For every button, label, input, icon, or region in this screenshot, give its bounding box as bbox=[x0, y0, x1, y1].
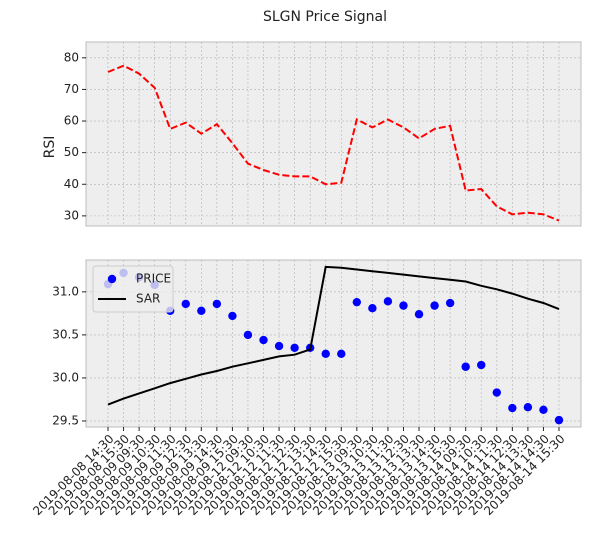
y-tick-label: 31.0 bbox=[52, 284, 79, 298]
price-point bbox=[508, 403, 517, 413]
plot-area bbox=[85, 41, 582, 227]
price-point bbox=[197, 306, 206, 315]
y-tick-label: 30.5 bbox=[52, 327, 79, 341]
y-tick-label: 50 bbox=[64, 145, 79, 159]
price-point bbox=[274, 341, 284, 351]
price-point bbox=[383, 297, 393, 306]
price-point bbox=[523, 403, 533, 412]
y-tick-label: 60 bbox=[64, 114, 79, 128]
y-tick-label: 30 bbox=[64, 208, 79, 222]
y-axis-label: RSI bbox=[42, 136, 58, 159]
y-tick-label: 80 bbox=[64, 50, 79, 64]
price-point bbox=[228, 311, 237, 321]
legend-swatch bbox=[107, 274, 117, 284]
price-point bbox=[352, 297, 362, 307]
y-tick-label: 40 bbox=[64, 177, 79, 191]
legend-label: PRICE bbox=[136, 272, 171, 286]
price-point bbox=[259, 335, 268, 345]
price-point bbox=[290, 343, 299, 353]
price-point bbox=[492, 388, 501, 397]
price-point bbox=[212, 299, 222, 309]
price-point bbox=[539, 405, 548, 414]
price-point bbox=[399, 301, 408, 310]
price-point bbox=[181, 299, 190, 309]
y-tick-label: 29.5 bbox=[52, 413, 79, 427]
price-point bbox=[368, 304, 377, 313]
price-point bbox=[414, 310, 424, 319]
price-point bbox=[430, 301, 439, 310]
price-point bbox=[445, 298, 455, 308]
rsi-line bbox=[107, 64, 560, 222]
price-point bbox=[243, 330, 253, 340]
chart-title: SLGN Price Signal bbox=[263, 9, 387, 25]
y-tick-label: 70 bbox=[64, 82, 79, 96]
price-point bbox=[321, 349, 330, 359]
legend-label: SAR bbox=[136, 292, 160, 306]
price-point bbox=[477, 360, 486, 370]
price-point bbox=[554, 415, 564, 425]
sar-line bbox=[107, 265, 560, 406]
y-tick-label: 30.0 bbox=[52, 370, 79, 384]
price-point bbox=[461, 362, 470, 371]
price-point bbox=[337, 349, 346, 359]
